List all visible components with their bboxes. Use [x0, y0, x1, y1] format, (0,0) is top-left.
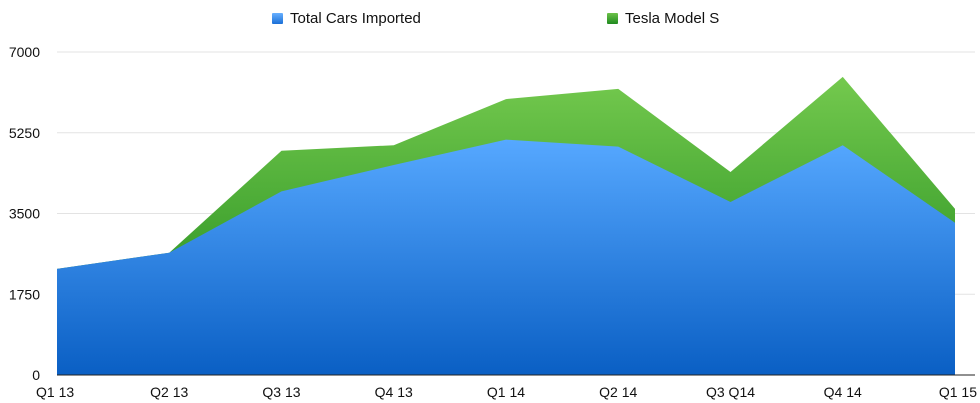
- x-tick-label: Q4 14: [824, 384, 862, 400]
- y-tick-label: 0: [32, 367, 40, 383]
- x-tick-label: Q3 Q14: [706, 384, 755, 400]
- legend-item-total-cars: Total Cars Imported: [272, 10, 421, 27]
- area-total-cars-imported: [57, 139, 955, 375]
- x-tick-label: Q2 13: [150, 384, 188, 400]
- x-tick-label: Q1 14: [487, 384, 525, 400]
- x-tick-label: Q1 13: [36, 384, 74, 400]
- y-tick-label: 3500: [9, 206, 40, 222]
- legend-swatch-tesla: [607, 13, 618, 24]
- x-tick-label: Q4 13: [375, 384, 413, 400]
- y-tick-label: 5250: [9, 125, 40, 141]
- x-tick-label: Q3 13: [262, 384, 300, 400]
- y-tick-label: 1750: [9, 286, 40, 302]
- x-tick-label: Q2 14: [599, 384, 637, 400]
- series-areas: [57, 76, 955, 375]
- legend-swatch-total-cars: [272, 13, 283, 24]
- legend-label-tesla: Tesla Model S: [625, 10, 720, 27]
- legend-label-total-cars: Total Cars Imported: [290, 10, 421, 27]
- legend-item-tesla: Tesla Model S: [607, 10, 719, 27]
- y-tick-label: 7000: [9, 44, 40, 60]
- axes: 0 1750 3500 5250 7000 Q1 13 Q2 13 Q3 13 Q4 13 Q1 …: [9, 44, 977, 400]
- x-tick-label: Q1 15: [939, 384, 977, 400]
